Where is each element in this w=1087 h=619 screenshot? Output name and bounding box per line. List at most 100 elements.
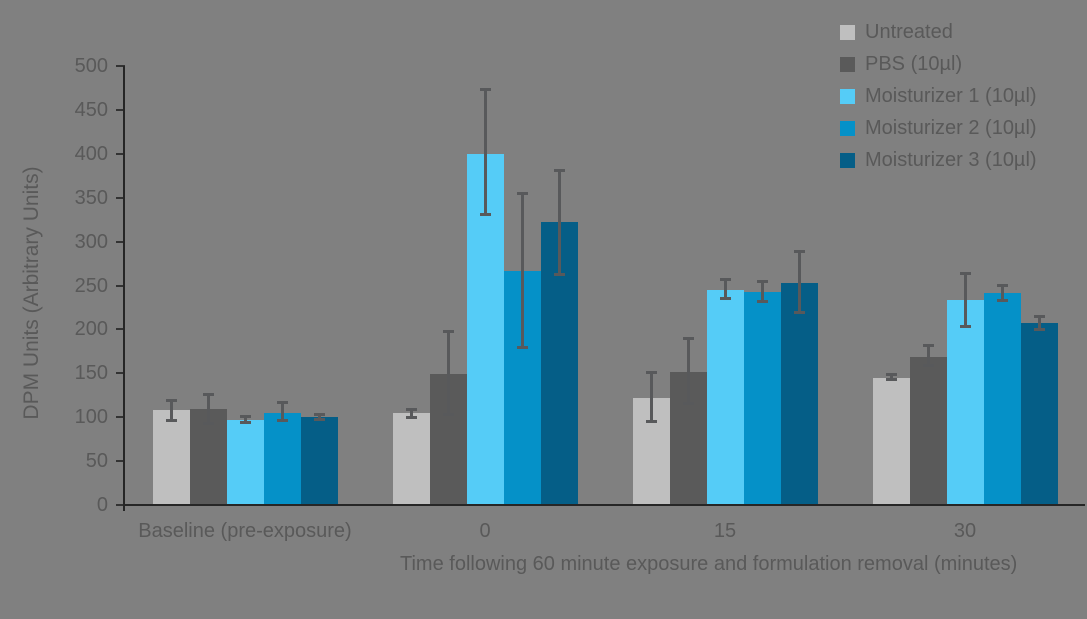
y-tick-0 (116, 504, 125, 506)
error-bar-stem (207, 395, 210, 423)
legend-label-moisturizer-3-10-l: Moisturizer 3 (10µl) (865, 148, 1037, 171)
y-tick-500 (116, 65, 125, 67)
bar-moisturizer-1-10-l-30 (947, 300, 984, 505)
bar-untreated-0 (393, 412, 430, 505)
error-bar-stem (927, 347, 930, 365)
y-tick-100 (116, 416, 125, 419)
bar-group-0 (365, 66, 605, 505)
y-tick-label-250: 250 (74, 274, 108, 297)
y-tick-450 (116, 108, 125, 111)
error-bar-moisturizer-3-10-l-0 (554, 168, 565, 276)
error-bar-untreated-15 (646, 370, 657, 424)
y-tick-label-0: 0 (96, 494, 108, 516)
bar-pbs-10-l-30 (910, 356, 947, 505)
error-bar-moisturizer-1-10-l-15 (720, 277, 731, 301)
error-bar-stem (650, 373, 653, 421)
error-bar-pbs-10-l-0 (443, 330, 454, 417)
y-tick-label-300: 300 (74, 230, 108, 253)
y-tick-label-200: 200 (74, 318, 108, 341)
bar-moisturizer-2-10-l-15 (744, 291, 781, 505)
error-bar-stem (170, 401, 173, 419)
legend-marker-moisturizer-3-10-l (840, 152, 855, 168)
error-bar-stem (724, 280, 727, 298)
legend: Untreated PBS (10µl) Moisturizer 1 (10µl) M… (840, 16, 1037, 176)
error-bar-stem (281, 404, 284, 419)
legend-marker-moisturizer-2-10-l (840, 120, 855, 136)
x-category-label-baseline-pre-exposure: Baseline (pre-exposure) (138, 520, 352, 542)
bar-moisturizer-3-10-l-30 (1021, 323, 1058, 505)
error-bar-moisturizer-2-10-l-0 (517, 191, 528, 349)
y-axis-line (123, 66, 125, 511)
legend-label-pbs-10-l: PBS (10µl) (865, 52, 963, 75)
legend-item-untreated: Untreated (840, 16, 1037, 48)
legend-label-untreated: Untreated (865, 20, 953, 43)
x-axis-title: Time following 60 minute exposure and fo… (400, 553, 1018, 575)
error-bar-stem (244, 417, 247, 422)
error-bar-moisturizer-2-10-l-15 (757, 280, 768, 304)
error-bar-stem (761, 283, 764, 301)
legend-marker-untreated (840, 24, 855, 40)
y-tick-label-100: 100 (74, 406, 108, 429)
legend-marker-pbs-10-l (840, 56, 855, 72)
bar-moisturizer-1-10-l-baseline-pre-exposure (227, 419, 264, 505)
error-bar-moisturizer-1-10-l-0 (480, 87, 491, 217)
error-bar-stem (890, 376, 893, 379)
bar-moisturizer-3-10-l-baseline-pre-exposure (301, 417, 338, 505)
x-category-label-15: 15 (713, 520, 737, 542)
y-tick-250 (116, 284, 125, 287)
legend-label-moisturizer-1-10-l: Moisturizer 1 (10µl) (865, 84, 1037, 107)
error-bar-stem (798, 253, 801, 311)
y-tick-label-400: 400 (74, 142, 108, 165)
y-tick-label-150: 150 (74, 362, 108, 385)
bar-group-30 (845, 66, 1085, 505)
error-bar-moisturizer-1-10-l-30 (960, 272, 971, 328)
legend-item-moisturizer-3-10-l: Moisturizer 3 (10µl) (840, 144, 1037, 176)
bar-untreated-30 (873, 377, 910, 505)
bar-moisturizer-1-10-l-15 (707, 289, 744, 505)
error-bar-moisturizer-2-10-l-30 (997, 283, 1008, 303)
error-bar-pbs-10-l-30 (923, 344, 934, 368)
error-bar-stem (521, 194, 524, 346)
y-tick-300 (116, 240, 125, 243)
error-bar-stem (964, 275, 967, 325)
y-tick-label-350: 350 (74, 186, 108, 209)
error-bar-moisturizer-3-10-l-baseline-pre-exposure (314, 412, 325, 421)
bar-untreated-baseline-pre-exposure (153, 410, 190, 505)
y-tick-150 (116, 372, 125, 375)
error-bar-untreated-30 (886, 373, 897, 382)
bar-pbs-10-l-baseline-pre-exposure (190, 409, 227, 505)
error-bar-pbs-10-l-15 (683, 337, 694, 405)
y-tick-label-50: 50 (85, 450, 108, 473)
legend-label-moisturizer-2-10-l: Moisturizer 2 (10µl) (865, 116, 1037, 139)
error-bar-moisturizer-1-10-l-baseline-pre-exposure (240, 414, 251, 425)
bar-group-15 (605, 66, 845, 505)
error-bar-stem (1038, 318, 1041, 329)
legend-item-moisturizer-2-10-l: Moisturizer 2 (10µl) (840, 112, 1037, 144)
bar-moisturizer-3-10-l-15 (781, 282, 818, 505)
error-bar-moisturizer-2-10-l-baseline-pre-exposure (277, 401, 288, 422)
bar-group-baseline-pre-exposure (125, 66, 365, 505)
y-tick-350 (116, 196, 125, 199)
error-bar-stem (687, 340, 690, 402)
error-bar-moisturizer-3-10-l-30 (1034, 315, 1045, 332)
bar-moisturizer-2-10-l-30 (984, 293, 1021, 505)
legend-marker-moisturizer-1-10-l (840, 88, 855, 104)
bar-moisturizer-2-10-l-baseline-pre-exposure (264, 412, 301, 505)
y-tick-label-500: 500 (74, 55, 108, 77)
x-category-label-0: 0 (479, 520, 491, 542)
error-bar-pbs-10-l-baseline-pre-exposure (203, 392, 214, 426)
legend-item-pbs-10-l: PBS (10µl) (840, 48, 1037, 80)
y-tick-400 (116, 152, 125, 155)
plot-area (125, 66, 1085, 505)
y-tick-50 (116, 460, 125, 463)
error-bar-stem (558, 171, 561, 273)
error-bar-stem (318, 415, 321, 418)
legend-item-moisturizer-1-10-l: Moisturizer 1 (10µl) (840, 80, 1037, 112)
x-axis-line (123, 504, 1085, 506)
error-bar-stem (447, 333, 450, 414)
x-category-label-30: 30 (953, 520, 977, 542)
y-tick-label-450: 450 (74, 98, 108, 121)
error-bar-stem (410, 410, 413, 416)
error-bar-stem (484, 90, 487, 214)
